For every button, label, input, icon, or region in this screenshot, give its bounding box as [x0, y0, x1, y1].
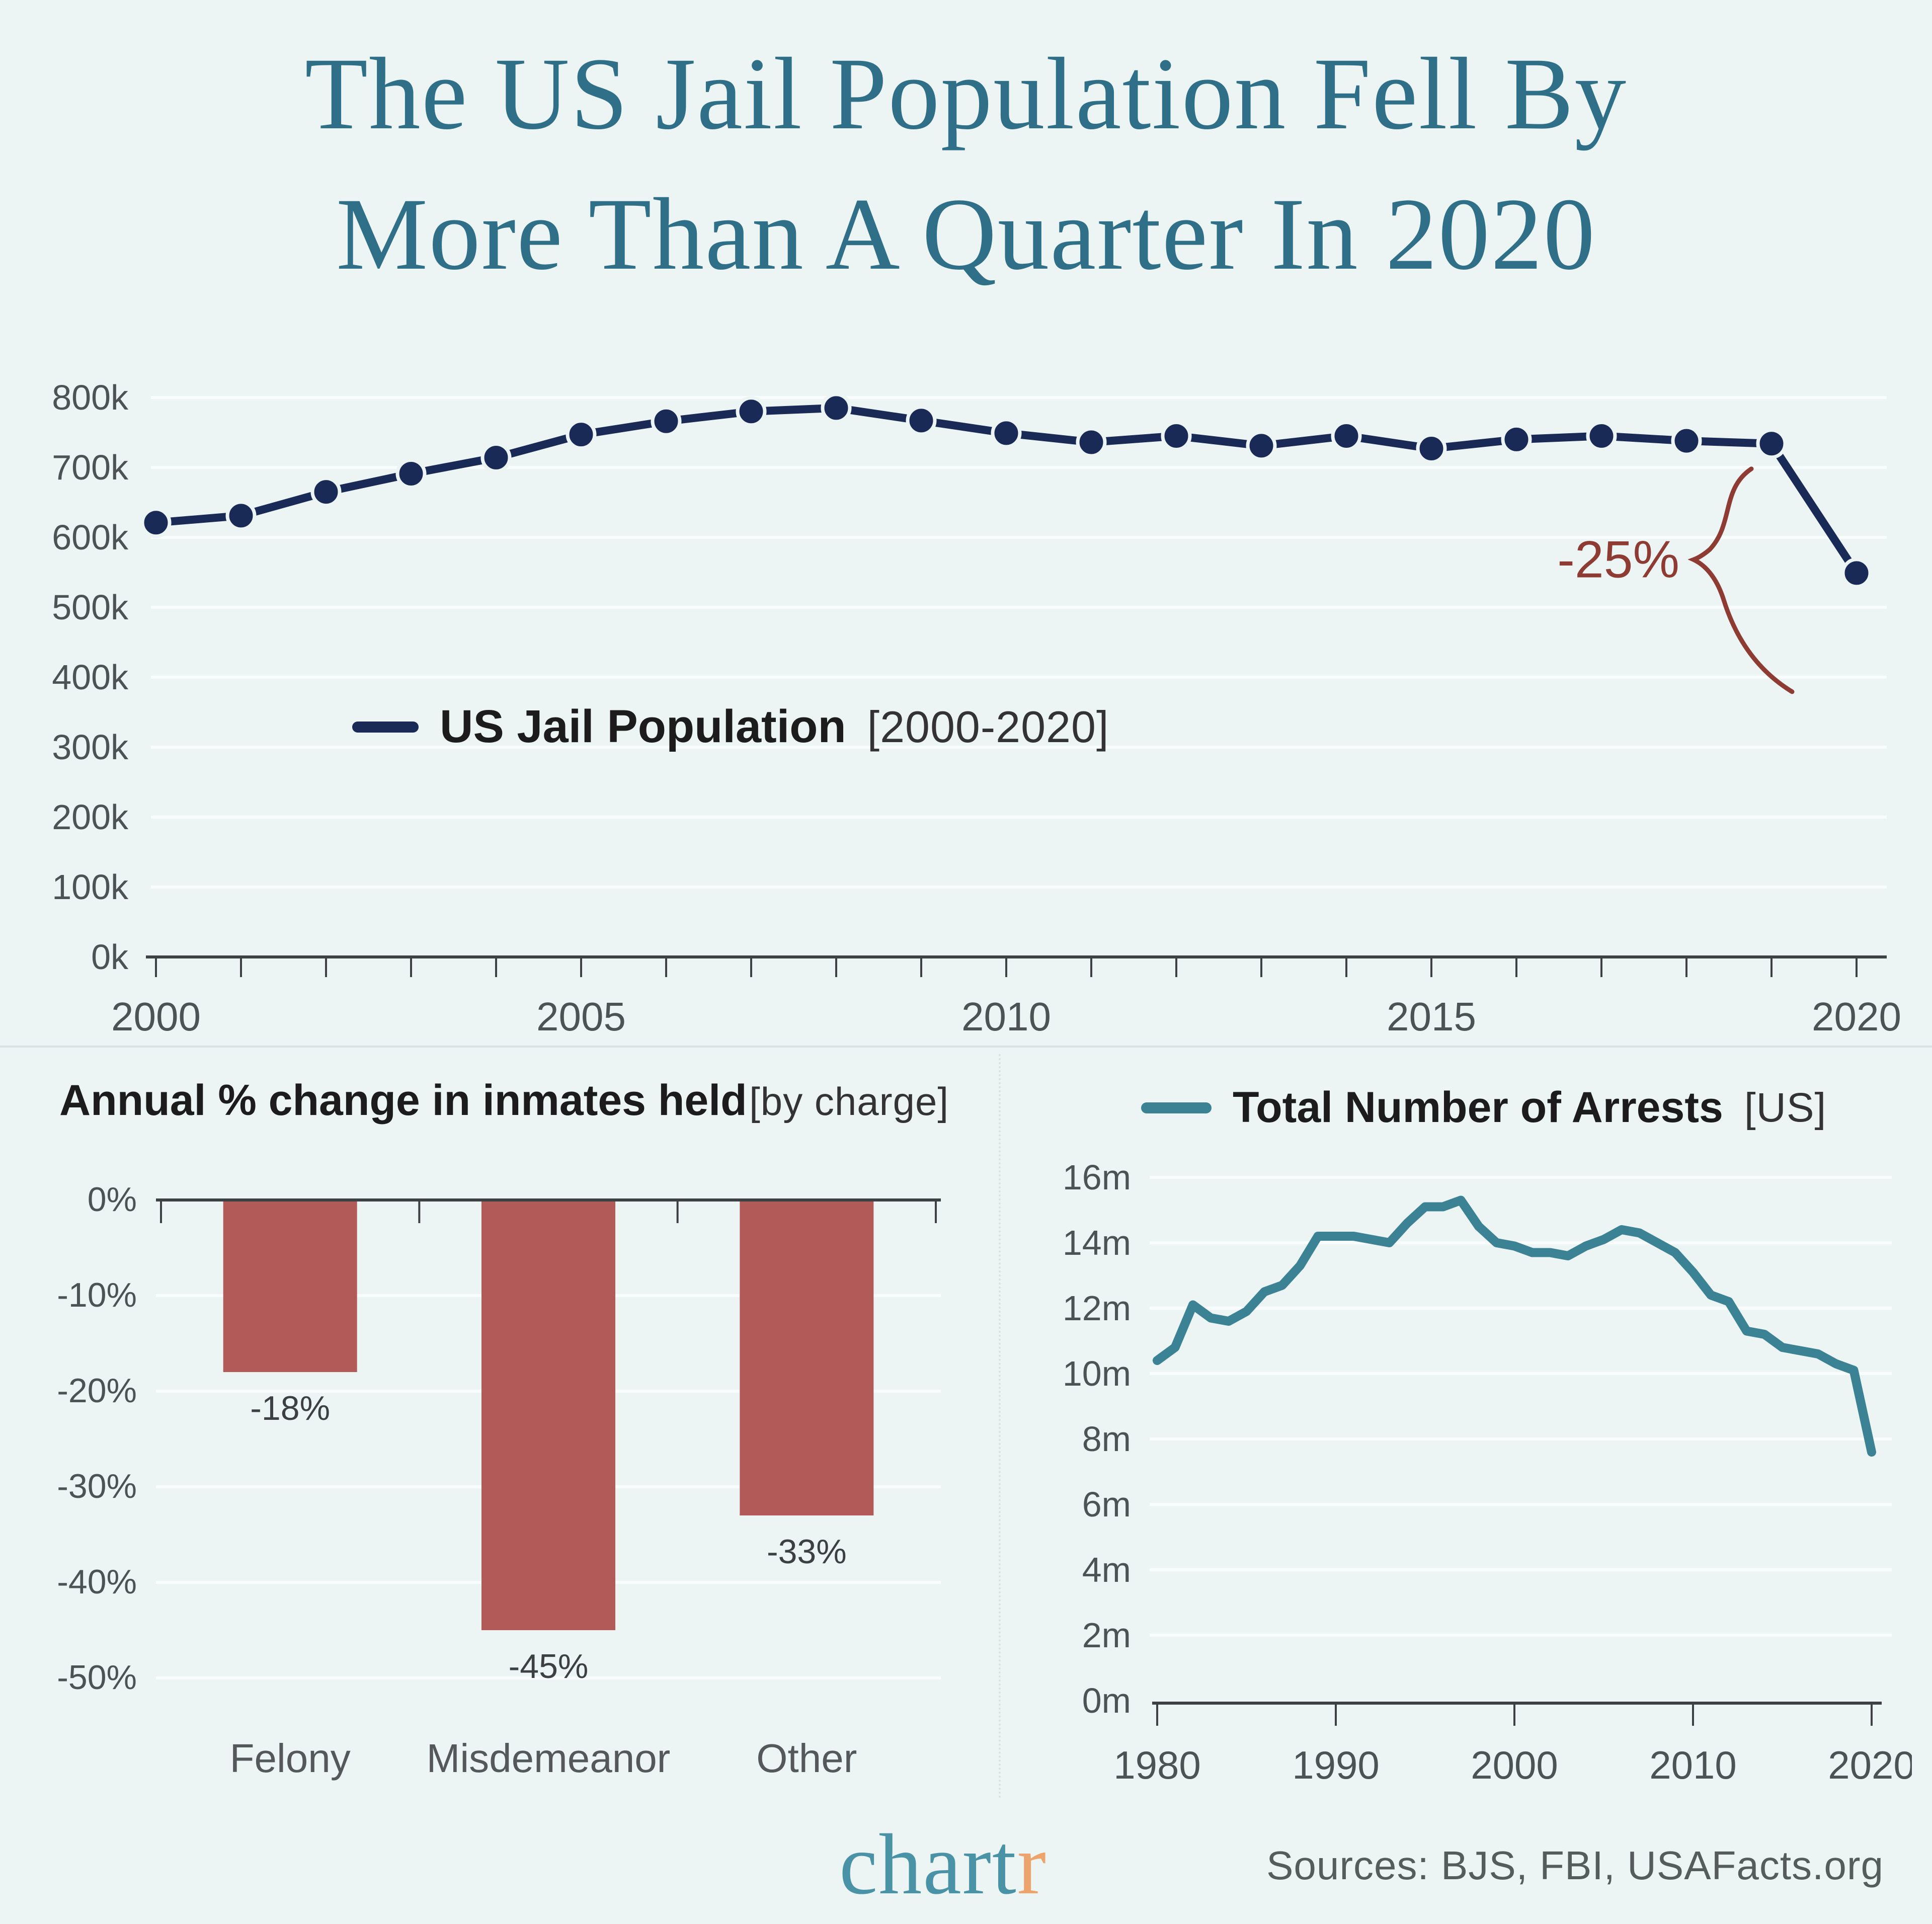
legend-line-swatch-teal [1141, 1102, 1212, 1113]
sources-text: Sources: BJS, FBI, USAFacts.org [1266, 1843, 1884, 1888]
y-tick-label: -30% [57, 1467, 137, 1505]
data-point [906, 405, 937, 436]
y-tick-label: 200k [52, 797, 129, 837]
horizontal-divider [0, 1046, 1932, 1048]
data-point [310, 476, 342, 508]
y-tick-label: 0k [91, 937, 129, 977]
data-point [821, 392, 852, 424]
data-point [1331, 420, 1362, 451]
y-tick-label: 12m [1063, 1289, 1131, 1328]
total-arrests-series-line [1153, 1195, 1876, 1457]
inmates-change-title-label: Annual % change in inmates held [59, 1076, 747, 1125]
chartr-logo: chartr [839, 1815, 1047, 1914]
jail-legend-label: US Jail Population [440, 701, 846, 752]
category-label: Misdemeanor [427, 1736, 671, 1781]
data-point [1161, 420, 1192, 451]
data-point [480, 442, 512, 473]
y-tick-label: 400k [52, 658, 129, 697]
page-title-line1: The US Jail Population Fell By [304, 37, 1628, 151]
vertical-divider [999, 1054, 1001, 1799]
jail-x-tick-labels: 2000 2005 2010 2015 2020 [111, 994, 1901, 1036]
x-tick-label: 2010 [961, 994, 1051, 1036]
y-tick-label: 700k [52, 448, 129, 487]
x-tick-label: 1980 [1113, 1743, 1201, 1787]
y-tick-label: 10m [1063, 1354, 1131, 1393]
y-tick-label: -40% [57, 1563, 137, 1601]
arrests-legend-label: Total Number of Arrests [1233, 1083, 1723, 1132]
bar-misdemeanor [481, 1201, 615, 1630]
y-tick-label: -20% [57, 1372, 137, 1410]
arrests-legend-bracket: [US] [1744, 1084, 1827, 1131]
arrests-gridlines [1150, 1176, 1892, 1637]
data-point [1076, 427, 1107, 458]
data-point [651, 406, 682, 437]
jail-population-data-points [140, 392, 1872, 589]
category-label: Other [756, 1736, 857, 1781]
data-point [1841, 557, 1872, 589]
charge-bars [223, 1201, 874, 1630]
y-tick-label: 100k [52, 867, 129, 907]
x-tick-label: 1990 [1292, 1743, 1380, 1787]
bar-value-label: -18% [250, 1389, 330, 1427]
jail-x-ticks [155, 958, 1858, 977]
data-point [1586, 420, 1617, 451]
legend-line-swatch-navy [352, 721, 419, 733]
data-point [1671, 425, 1702, 456]
bar-felony [223, 1201, 357, 1372]
y-tick-label: 2m [1082, 1616, 1131, 1655]
data-point [1501, 424, 1532, 455]
data-point [991, 418, 1022, 449]
x-tick-label: 2000 [1471, 1743, 1558, 1787]
data-point [395, 458, 427, 490]
x-tick-label: 2005 [536, 994, 626, 1036]
data-point [566, 419, 597, 450]
y-tick-label: -50% [57, 1658, 137, 1697]
total-arrests-legend: Total Number of Arrests [US] [1141, 1083, 1826, 1133]
jail-y-tick-labels: 0k 100k 200k 300k 400k 500k 600k 700k 800k [52, 378, 129, 977]
inmates-change-chart-title: Annual % change in inmates held [by char… [59, 1076, 949, 1126]
page-title: The US Jail Population Fell By More Than… [0, 24, 1932, 305]
y-tick-label: 0m [1082, 1681, 1131, 1720]
y-tick-label: 0% [88, 1180, 137, 1219]
inmates-change-title-bracket: [by charge] [749, 1079, 949, 1124]
chartr-logo-main: chart [839, 1817, 1017, 1912]
bar-value-label: -45% [509, 1647, 589, 1686]
data-point [225, 500, 257, 531]
data-point [1246, 430, 1277, 461]
y-tick-label: 500k [52, 588, 129, 627]
data-point [140, 507, 172, 538]
y-tick-label: 16m [1063, 1158, 1131, 1197]
y-tick-label: 14m [1063, 1223, 1131, 1262]
bar-value-label: -33% [767, 1533, 847, 1571]
y-tick-label: 4m [1082, 1550, 1131, 1589]
data-point [1416, 433, 1447, 464]
category-label: Felony [230, 1736, 351, 1781]
annotation-label: -25% [1557, 530, 1679, 589]
chartr-logo-accent: r [1017, 1817, 1048, 1912]
arrests-y-tick-labels: 0m 2m 4m 6m 8m 10m 12m 14m 16m [1063, 1158, 1131, 1720]
data-point [1756, 428, 1787, 459]
x-tick-label: 2020 [1828, 1743, 1912, 1787]
annotation-brace [1687, 466, 1795, 694]
y-tick-label: 8m [1082, 1419, 1131, 1459]
jail-population-legend: US Jail Population [2000-2020] [352, 700, 1109, 753]
total-arrests-line-chart: 0m 2m 4m 6m 8m 10m 12m 14m 16m 1980 1990 2000 2010 20… [1063, 1158, 1912, 1787]
x-tick-label: 2015 [1387, 994, 1476, 1036]
y-tick-label: 6m [1082, 1485, 1131, 1524]
x-tick-label: 2000 [111, 994, 201, 1036]
page-title-line2: More Than A Quarter In 2020 [336, 177, 1596, 291]
y-tick-label: 300k [52, 728, 129, 767]
y-tick-label: -10% [57, 1276, 137, 1314]
data-point [736, 396, 767, 427]
y-tick-label: 600k [52, 518, 129, 557]
x-tick-label: 2020 [1812, 994, 1901, 1036]
bar-other [740, 1201, 874, 1515]
y-tick-label: 800k [52, 378, 129, 417]
jail-legend-bracket: [2000-2020] [867, 701, 1109, 752]
charge-y-tick-labels: 0% -10% -20% -30% -40% -50% [57, 1180, 137, 1697]
x-tick-label: 2010 [1649, 1743, 1737, 1787]
inmates-change-bar-chart: 0% -10% -20% -30% -40% -50% -18% Felony -45% Misd… [57, 1180, 941, 1781]
